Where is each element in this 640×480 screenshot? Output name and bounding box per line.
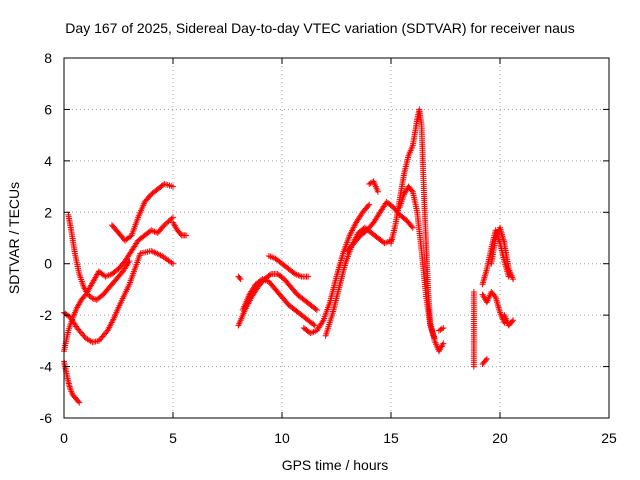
data-point bbox=[366, 201, 373, 208]
data-point bbox=[164, 219, 171, 226]
data-point bbox=[76, 399, 83, 406]
data-point bbox=[237, 276, 244, 283]
data-point bbox=[236, 274, 243, 281]
grid bbox=[64, 58, 609, 418]
series-track-m bbox=[366, 178, 381, 195]
data-point bbox=[408, 187, 415, 194]
series-track-c bbox=[65, 211, 133, 303]
y-tick-label: 6 bbox=[44, 101, 52, 117]
x-tick-label: 5 bbox=[169, 430, 177, 446]
data-point bbox=[440, 340, 447, 347]
axis-ticks: 0 5 10 15 20 25 -6 -4 -2 0 2 4 6 8 bbox=[40, 50, 617, 446]
data-point bbox=[103, 329, 110, 336]
data-point bbox=[374, 188, 381, 195]
data-point bbox=[482, 357, 489, 364]
data-point bbox=[365, 202, 372, 209]
x-tick-label: 20 bbox=[492, 430, 508, 446]
data-point bbox=[310, 321, 317, 328]
chart-title: Day 167 of 2025, Sidereal Day-to-day VTE… bbox=[65, 20, 574, 36]
data-point bbox=[183, 232, 190, 239]
data-point bbox=[86, 292, 93, 299]
data-point bbox=[170, 183, 176, 190]
y-tick-label: 0 bbox=[44, 256, 52, 272]
data-point bbox=[168, 215, 175, 222]
data-point bbox=[408, 223, 415, 230]
y-tick-label: -4 bbox=[40, 359, 53, 375]
series-track-r bbox=[479, 289, 508, 326]
y-axis-label: SDTVAR / TECUs bbox=[6, 182, 22, 294]
data-point bbox=[319, 318, 326, 325]
data-point bbox=[440, 325, 447, 331]
data-point bbox=[160, 223, 167, 230]
y-tick-label: -6 bbox=[40, 410, 53, 426]
y-tick-label: 8 bbox=[44, 50, 52, 66]
series-track-j bbox=[300, 201, 373, 337]
data-point bbox=[266, 272, 273, 279]
plot-frame bbox=[63, 57, 610, 419]
series-track-s bbox=[479, 227, 512, 288]
data-point bbox=[510, 276, 517, 283]
series-track-i bbox=[265, 253, 312, 280]
series-track-g bbox=[235, 271, 320, 329]
y-tick-label: 2 bbox=[44, 204, 52, 220]
data-point bbox=[167, 217, 174, 223]
data-point bbox=[431, 335, 438, 342]
series-track-u bbox=[501, 312, 517, 329]
series-track-n bbox=[388, 106, 447, 355]
data-point bbox=[510, 317, 517, 324]
x-axis-label: GPS time / hours bbox=[282, 457, 389, 473]
data-point bbox=[470, 363, 477, 370]
data-point bbox=[312, 305, 319, 312]
series-track-e bbox=[170, 219, 190, 239]
series-track-b bbox=[61, 214, 176, 355]
data-points bbox=[61, 106, 517, 406]
data-point bbox=[126, 258, 133, 265]
data-point bbox=[508, 318, 515, 325]
data-point bbox=[438, 325, 445, 332]
data-point bbox=[84, 291, 91, 298]
x-tick-label: 15 bbox=[383, 430, 399, 446]
data-point bbox=[491, 292, 498, 299]
data-point bbox=[313, 307, 320, 313]
data-point bbox=[311, 322, 318, 329]
series-track-a bbox=[61, 247, 176, 346]
data-point bbox=[125, 259, 132, 266]
series-track-v bbox=[479, 355, 490, 367]
series-track-o bbox=[396, 183, 438, 342]
data-point bbox=[162, 220, 169, 227]
x-tick-label: 25 bbox=[601, 430, 617, 446]
data-point bbox=[161, 222, 168, 229]
series-track-p bbox=[435, 325, 447, 334]
data-point bbox=[165, 218, 172, 225]
series-track-q bbox=[470, 289, 477, 370]
y-tick-label: 4 bbox=[44, 153, 52, 169]
data-point bbox=[409, 224, 416, 231]
data-point bbox=[75, 398, 82, 405]
x-tick-label: 10 bbox=[274, 430, 290, 446]
series-track-t bbox=[488, 224, 517, 283]
data-point bbox=[305, 273, 312, 280]
data-point bbox=[177, 231, 184, 238]
data-point bbox=[170, 260, 176, 267]
series-track-w bbox=[235, 273, 244, 283]
data-point bbox=[170, 214, 176, 221]
series-track-h bbox=[239, 276, 318, 329]
data-point bbox=[483, 355, 490, 362]
x-tick-label: 0 bbox=[60, 430, 68, 446]
y-tick-label: -2 bbox=[40, 307, 53, 323]
series-track-d bbox=[108, 181, 176, 244]
